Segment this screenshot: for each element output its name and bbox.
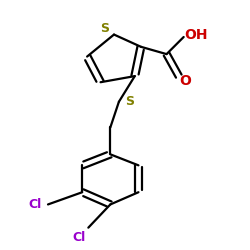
Text: S: S	[126, 94, 134, 108]
Text: Cl: Cl	[72, 231, 85, 244]
Text: OH: OH	[184, 28, 208, 42]
Text: S: S	[100, 22, 109, 35]
Text: Cl: Cl	[28, 198, 41, 211]
Text: O: O	[180, 74, 192, 88]
